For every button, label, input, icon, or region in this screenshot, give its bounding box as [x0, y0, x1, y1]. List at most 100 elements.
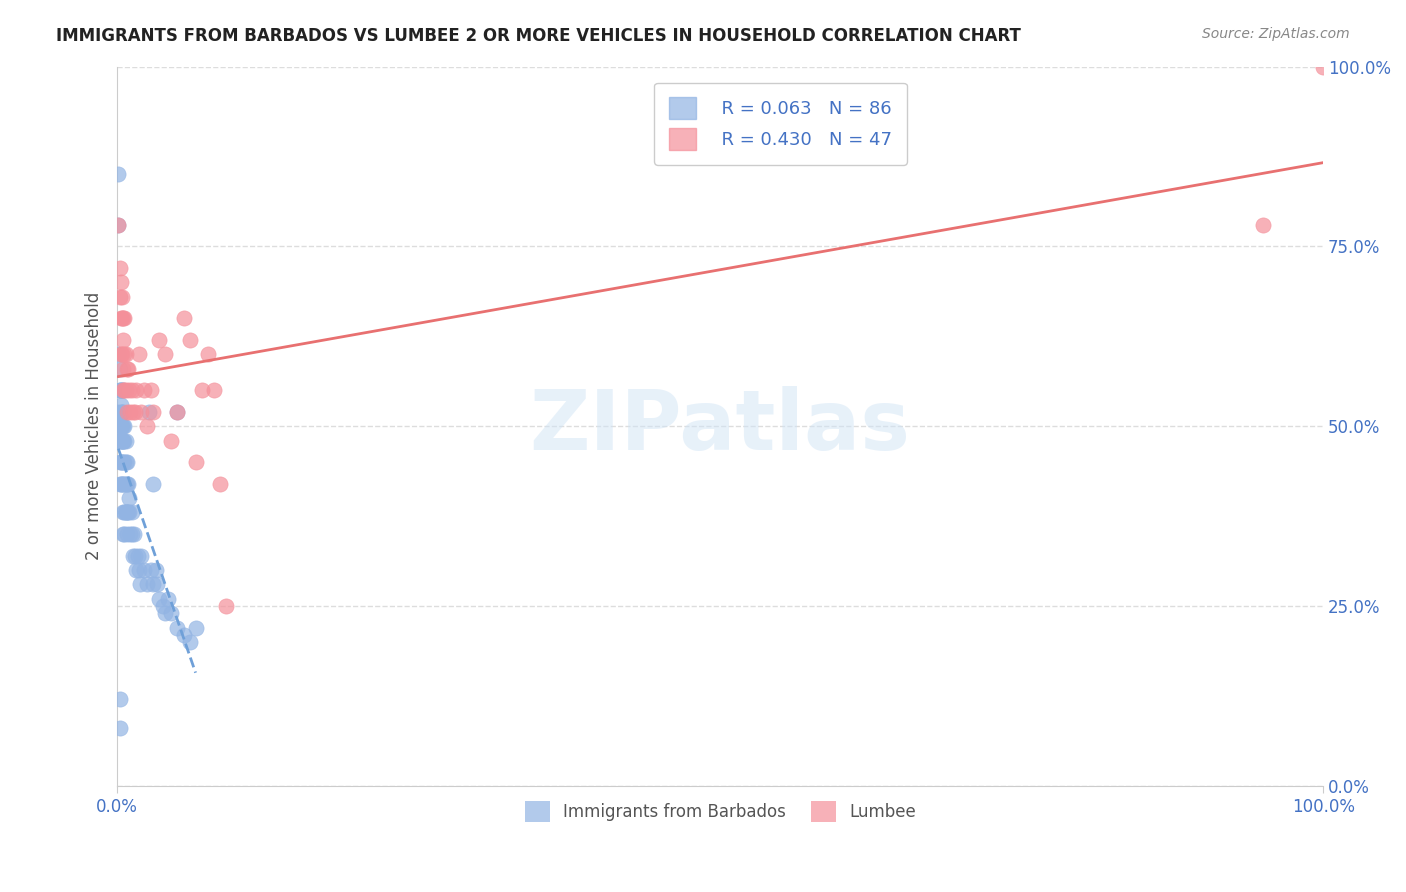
Point [111, 434, 134, 448]
Point [112, 476, 135, 491]
Point [173, 628, 195, 642]
Point [112, 333, 135, 347]
Point [108, 455, 131, 469]
Point [132, 563, 155, 577]
Point [111, 290, 134, 304]
Point [124, 549, 146, 563]
Point [114, 476, 136, 491]
Point [173, 311, 195, 326]
Point [166, 405, 188, 419]
Point [110, 311, 132, 326]
Point [121, 383, 143, 397]
Point [110, 405, 132, 419]
Point [131, 549, 153, 563]
Point [139, 563, 162, 577]
Point [115, 476, 138, 491]
Point [129, 577, 152, 591]
Point [112, 527, 135, 541]
Point [121, 506, 143, 520]
Point [114, 434, 136, 448]
Point [112, 383, 135, 397]
Point [112, 383, 135, 397]
Point [112, 476, 135, 491]
Point [110, 455, 132, 469]
Point [115, 405, 138, 419]
Point [190, 383, 212, 397]
Point [166, 621, 188, 635]
Point [125, 383, 148, 397]
Point [110, 276, 132, 290]
Point [115, 361, 138, 376]
Point [111, 434, 134, 448]
Point [112, 434, 135, 448]
Point [108, 260, 131, 275]
Point [145, 563, 167, 577]
Point [118, 491, 141, 505]
Point [117, 476, 139, 491]
Point [156, 591, 179, 606]
Point [197, 347, 219, 361]
Point [136, 419, 159, 434]
Point [121, 527, 143, 541]
Point [110, 419, 132, 434]
Point [139, 383, 162, 397]
Point [110, 347, 132, 361]
Point [111, 347, 134, 361]
Point [114, 506, 136, 520]
Point [107, 168, 129, 182]
Point [132, 383, 155, 397]
Point [111, 405, 134, 419]
Point [142, 577, 165, 591]
Point [155, 347, 177, 361]
Point [115, 455, 138, 469]
Point [117, 506, 139, 520]
Point [112, 455, 135, 469]
Point [152, 599, 174, 613]
Point [142, 476, 165, 491]
Point [112, 347, 135, 361]
Y-axis label: 2 or more Vehicles in Household: 2 or more Vehicles in Household [86, 292, 103, 560]
Point [108, 383, 131, 397]
Point [108, 383, 131, 397]
Point [114, 347, 136, 361]
Point [108, 476, 131, 491]
Point [160, 606, 183, 620]
Point [112, 419, 135, 434]
Point [112, 311, 135, 326]
Point [111, 383, 134, 397]
Point [111, 455, 134, 469]
Point [112, 506, 135, 520]
Point [184, 621, 207, 635]
Text: Source: ZipAtlas.com: Source: ZipAtlas.com [1202, 27, 1350, 41]
Point [108, 692, 131, 706]
Point [184, 455, 207, 469]
Point [215, 599, 238, 613]
Point [120, 405, 142, 419]
Point [115, 506, 138, 520]
Point [155, 606, 177, 620]
Point [1251, 218, 1274, 232]
Point [114, 383, 136, 397]
Point [111, 311, 134, 326]
Point [110, 383, 132, 397]
Point [136, 577, 159, 591]
Point [146, 577, 169, 591]
Point [121, 405, 143, 419]
Point [148, 333, 170, 347]
Point [128, 347, 150, 361]
Point [107, 434, 129, 448]
Text: ZIPatlas: ZIPatlas [530, 385, 911, 467]
Point [202, 383, 225, 397]
Point [110, 476, 132, 491]
Point [112, 311, 135, 326]
Point [118, 383, 141, 397]
Point [114, 506, 136, 520]
Point [179, 635, 201, 649]
Point [112, 434, 135, 448]
Point [127, 549, 149, 563]
Point [208, 476, 231, 491]
Point [107, 405, 129, 419]
Point [112, 361, 135, 376]
Point [125, 563, 148, 577]
Point [160, 434, 183, 448]
